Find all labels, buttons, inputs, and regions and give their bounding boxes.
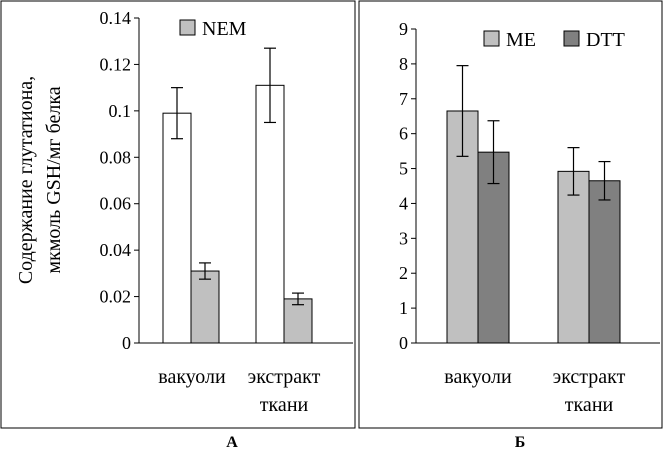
panel-a-category-label: вакуоли — [158, 366, 226, 388]
panel-a-bar — [190, 270, 220, 344]
panel-b-category-label: вакуоли — [444, 366, 512, 388]
panel-a-y-axis-label: мкмоль GSH/мг белка — [43, 86, 65, 273]
panel-a-category-label: экстракт — [248, 366, 321, 388]
panel-a-y-tick-label: 0.14 — [100, 8, 132, 28]
panel-b-y-tick-label: 0 — [399, 333, 408, 353]
panel-b-y-tick-label: 2 — [399, 263, 408, 283]
panel-b-legend-label: ME — [506, 29, 536, 51]
panel-a-label: А — [226, 434, 238, 449]
panel-b-legend-label: DTT — [586, 29, 625, 51]
panel-b-category-label: экстракт — [553, 366, 626, 388]
panel-b-category-label: ткани — [565, 394, 614, 416]
panel-b-chart: 0 1 2 3 4 5 6 7 8 9 вакуоли экстракт ткани ME DTT Б — [399, 19, 660, 449]
panel-a-y-tick-label: 0 — [122, 333, 131, 353]
panel-a-bar — [162, 112, 192, 344]
panel-a-chart: 0 0.02 0.04 0.06 0.08 0.1 0.12 0.14 вакуоли экстр… — [15, 8, 353, 449]
panel-a-y-tick-label: 0.12 — [100, 54, 132, 74]
panel-a-y-tick-label: 0.06 — [100, 194, 132, 214]
panel-a-y-tick-label: 0.1 — [109, 101, 132, 121]
panel-a-y-tick-label: 0.04 — [100, 240, 132, 260]
panel-b-y-tick-label: 9 — [399, 19, 408, 39]
panel-b-y-tick-label: 7 — [399, 89, 408, 109]
panel-a-y-tick-label: 0.02 — [100, 287, 132, 307]
panel-b-label: Б — [515, 434, 526, 449]
panel-b-y-tick-label: 1 — [399, 298, 408, 318]
panel-a-y-axis-label: Содержание глутатиона, — [15, 76, 37, 284]
panel-b-y-tick-label: 3 — [399, 228, 408, 248]
panel-a-category-label: ткани — [260, 394, 309, 416]
panel-b-bar — [588, 180, 621, 344]
panel-b-bar — [557, 170, 590, 344]
panel-b-legend-swatch — [563, 30, 580, 47]
panel-a-bar — [255, 84, 285, 344]
panel-b-y-tick-label: 8 — [399, 54, 408, 74]
panel-b-y-tick-label: 5 — [399, 159, 408, 179]
panel-a-legend-swatch — [179, 19, 196, 36]
panel-a-legend-label: NEM — [202, 18, 247, 40]
panel-b-y-tick-label: 4 — [399, 193, 408, 213]
panel-a-y-tick-label: 0.08 — [100, 147, 132, 167]
panel-a-bar — [283, 298, 313, 344]
panel-b-legend-swatch — [483, 30, 500, 47]
panel-b-y-tick-label: 6 — [399, 124, 408, 144]
